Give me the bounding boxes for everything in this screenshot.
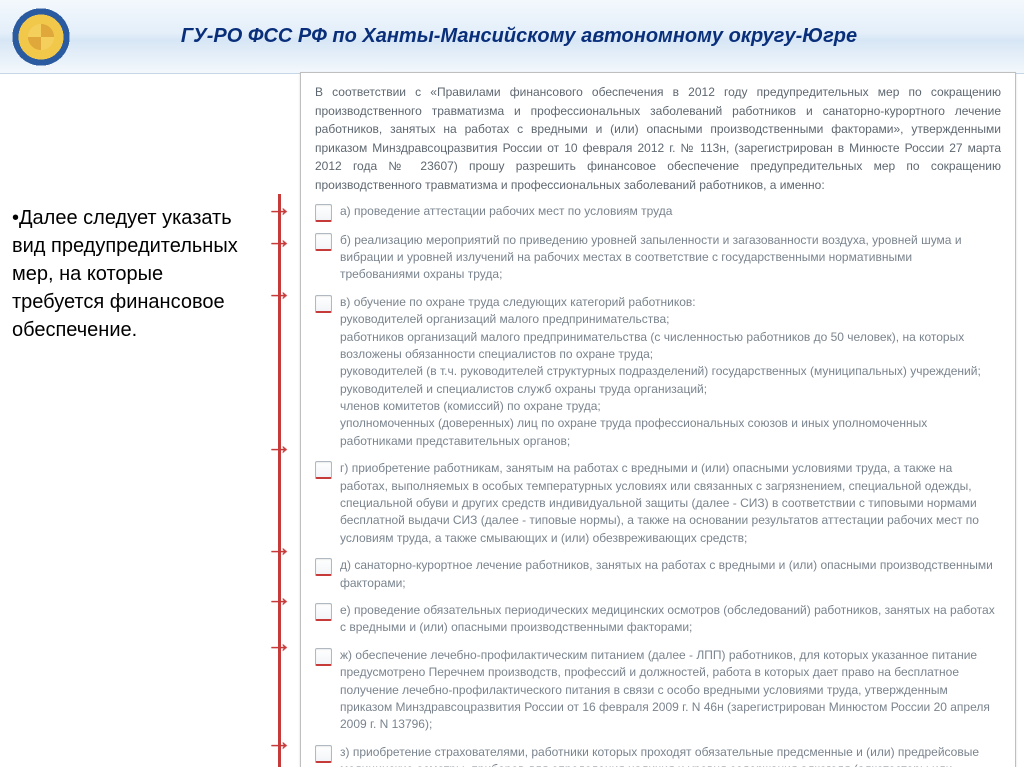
measure-checkbox[interactable]: [315, 648, 332, 666]
measure-item: в) обучение по охране труда следующих ка…: [315, 294, 1001, 451]
left-column: •Далее следует указать вид предупредител…: [0, 74, 256, 767]
measure-item: з) приобретение страхователями, работник…: [315, 744, 1001, 767]
arrow-icon: →: [266, 584, 292, 610]
measure-item: б) реализацию мероприятий по приведению …: [315, 232, 1001, 284]
arrow-icon: →: [266, 194, 292, 220]
arrow-icon: →: [266, 728, 292, 754]
measure-checkbox[interactable]: [315, 295, 332, 313]
measure-item: ж) обеспечение лечебно-профилактическим …: [315, 647, 1001, 734]
measure-label: б) реализацию мероприятий по приведению …: [340, 232, 1001, 284]
arrow-icon: →: [266, 278, 292, 304]
arrow-icon: →: [266, 226, 292, 252]
measure-item: е) проведение обязательных периодических…: [315, 602, 1001, 637]
instruction-note: •Далее следует указать вид предупредител…: [12, 204, 246, 344]
measure-label: ж) обеспечение лечебно-профилактическим …: [340, 647, 1001, 734]
right-column: →→→→→→→→→ В соответствии с «Правилами фи…: [256, 74, 1024, 767]
measure-checkbox[interactable]: [315, 603, 332, 621]
header-bar: ГУ-РО ФСС РФ по Ханты-Мансийскому автоно…: [0, 0, 1024, 74]
measure-item: г) приобретение работникам, занятым на р…: [315, 460, 1001, 547]
page-title: ГУ-РО ФСС РФ по Ханты-Мансийскому автоно…: [84, 25, 1012, 48]
measure-label: з) приобретение страхователями, работник…: [340, 744, 1001, 767]
measure-label: в) обучение по охране труда следующих ка…: [340, 294, 1001, 451]
measure-label: е) проведение обязательных периодических…: [340, 602, 1001, 637]
form-panel: В соответствии с «Правилами финансового …: [300, 72, 1016, 767]
arrow-icon: →: [266, 534, 292, 560]
preamble-text: В соответствии с «Правилами финансового …: [315, 83, 1001, 195]
measure-checkbox[interactable]: [315, 461, 332, 479]
arrow-icon: →: [266, 432, 292, 458]
measure-item: д) санаторно-курортное лечение работнико…: [315, 557, 1001, 592]
measure-label: г) приобретение работникам, занятым на р…: [340, 460, 1001, 547]
main-area: •Далее следует указать вид предупредител…: [0, 74, 1024, 767]
measure-checkbox[interactable]: [315, 558, 332, 576]
measure-checkbox[interactable]: [315, 745, 332, 763]
measure-label: а) проведение аттестации рабочих мест по…: [340, 203, 1001, 220]
measure-checkbox[interactable]: [315, 204, 332, 222]
measure-label: д) санаторно-курортное лечение работнико…: [340, 557, 1001, 592]
measure-item: а) проведение аттестации рабочих мест по…: [315, 203, 1001, 222]
checkbox-list: а) проведение аттестации рабочих мест по…: [315, 203, 1001, 767]
measure-checkbox[interactable]: [315, 233, 332, 251]
arrow-icon: →: [266, 630, 292, 656]
org-emblem-icon: [12, 8, 70, 66]
